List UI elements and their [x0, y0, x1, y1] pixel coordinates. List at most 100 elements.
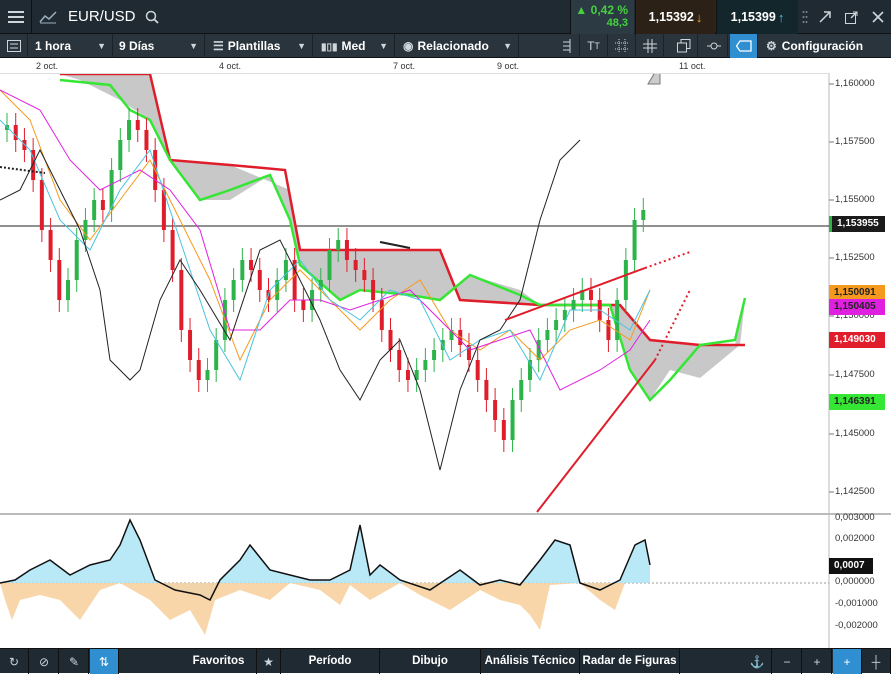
favorites-tab[interactable]: Favoritos: [181, 649, 257, 674]
candle-body: [283, 260, 288, 280]
osc-value-label: 0,0007: [829, 558, 873, 574]
popout-icon[interactable]: [838, 0, 864, 34]
candle-body: [510, 400, 515, 440]
candle-body: [405, 370, 410, 380]
crosshair-icon[interactable]: +: [833, 649, 862, 674]
sort-arrows-icon[interactable]: ⇅: [90, 649, 119, 674]
chart-type-label: Med: [341, 39, 366, 53]
candle-body: [135, 120, 140, 130]
price-tick: 1,155000: [835, 194, 875, 205]
candle-body: [388, 330, 393, 350]
price-chart[interactable]: [0, 58, 891, 648]
target-icon[interactable]: [700, 34, 728, 58]
candle-body: [48, 230, 53, 260]
candle-body: [275, 280, 280, 300]
pattern-radar-tab[interactable]: Radar de Figuras: [580, 649, 680, 674]
range-select[interactable]: 9 Días ▼: [113, 34, 205, 58]
candle-body: [301, 300, 306, 310]
candle-body: [606, 320, 611, 340]
candle-body: [179, 270, 184, 330]
interval-select[interactable]: 1 hora ▼: [29, 34, 113, 58]
candle-body: [554, 320, 559, 330]
sell-price-button[interactable]: 1,15392 ↓: [635, 0, 715, 34]
cursor-cross-icon[interactable]: ┼: [862, 649, 891, 674]
candle-body: [545, 330, 550, 340]
collapse-icon[interactable]: [812, 0, 838, 34]
orange-line-label: 1,150091: [829, 285, 885, 301]
candle-body: [83, 220, 88, 240]
candle-body: [205, 370, 210, 380]
ichimoku-cloud: [60, 74, 745, 400]
chart-type-select[interactable]: ▮▯▮ Med ▼: [313, 34, 395, 58]
candle-body: [318, 280, 323, 290]
anchor-icon[interactable]: ⚓: [743, 649, 772, 674]
candle-type-icon: ▮▯▮: [321, 42, 338, 53]
symbol-name[interactable]: EUR/USD: [68, 8, 136, 25]
close-icon[interactable]: [864, 0, 891, 34]
candle-body: [74, 240, 79, 280]
date-label: 2 oct.: [36, 61, 59, 71]
orange-ma-line: [0, 89, 651, 362]
related-label: Relacionado: [417, 39, 489, 53]
range-value: 9 Días: [119, 39, 155, 53]
pencil-icon[interactable]: ✎: [60, 649, 89, 674]
block-icon[interactable]: ⊘: [30, 649, 59, 674]
price-tick: 1,145000: [835, 428, 875, 439]
templates-label: Plantillas: [227, 39, 281, 53]
candle-body: [57, 260, 62, 300]
candle-body: [475, 360, 480, 380]
chart-area[interactable]: [0, 58, 891, 648]
candle-body: [632, 220, 637, 260]
menu-icon[interactable]: [0, 0, 32, 34]
candle-body: [466, 345, 471, 360]
axis-icon[interactable]: [552, 34, 580, 58]
oscillator-positive-area: [0, 520, 650, 600]
chart-toolbar: 1 hora ▼ 9 Días ▼ ☰ Plantillas ▼ ▮▯▮ Med ▼…: [0, 34, 891, 58]
zoom-out-icon[interactable]: −: [773, 649, 802, 674]
osc-tick: 0,002000: [835, 533, 875, 544]
down-arrow-icon: ↓: [695, 9, 703, 25]
related-select[interactable]: ◉ Relacionado ▼: [395, 34, 519, 58]
drag-handle-icon[interactable]: [799, 0, 811, 34]
oscillator-line: [0, 518, 651, 602]
candle-body: [161, 190, 166, 230]
senkou-span-a-line: [59, 78, 747, 402]
drawing-tab[interactable]: Dibujo: [380, 649, 481, 674]
osc-tick: -0,002000: [835, 620, 878, 631]
refresh-icon[interactable]: ↻: [0, 649, 29, 674]
candle-body: [118, 140, 123, 170]
technical-analysis-tab[interactable]: Análisis Técnico: [481, 649, 580, 674]
label-tag-icon[interactable]: [730, 34, 758, 58]
date-axis: 2 oct. 4 oct. 7 oct. 9 oct. 11 oct.: [0, 58, 830, 74]
crosshair-grid-icon[interactable]: [636, 34, 664, 58]
chart-line-icon[interactable]: [33, 0, 63, 34]
candle-body: [458, 330, 463, 345]
search-icon[interactable]: [142, 0, 162, 34]
eye-icon: ◉: [403, 39, 414, 53]
red-line-label: 1,149030: [829, 332, 885, 348]
change-percent: 0,42 %: [590, 3, 628, 17]
grid-icon[interactable]: [608, 34, 636, 58]
date-label: 7 oct.: [393, 61, 416, 71]
star-icon[interactable]: ★: [257, 649, 281, 674]
copy-icon[interactable]: [670, 34, 698, 58]
change-points: 48,3: [606, 17, 628, 29]
candle-body: [562, 310, 567, 320]
candle-body: [13, 125, 18, 140]
buy-price-button[interactable]: 1,15399 ↑: [716, 0, 798, 34]
candle-body: [188, 330, 193, 360]
caret-down-icon: ▼: [503, 41, 512, 51]
list-icon[interactable]: [0, 34, 28, 58]
settings-button[interactable]: ⚙ Configuración: [760, 34, 891, 58]
candle-body: [196, 360, 201, 380]
candle-body: [414, 370, 419, 380]
candle-body: [571, 300, 576, 310]
osc-tick: 0,000000: [835, 576, 875, 587]
price-tick: 1,157500: [835, 136, 875, 147]
candle-body: [66, 280, 71, 300]
price-tick: 1,150000: [835, 310, 875, 321]
period-tab[interactable]: Período: [281, 649, 380, 674]
templates-select[interactable]: ☰ Plantillas ▼: [205, 34, 313, 58]
zoom-in-icon[interactable]: +: [803, 649, 832, 674]
